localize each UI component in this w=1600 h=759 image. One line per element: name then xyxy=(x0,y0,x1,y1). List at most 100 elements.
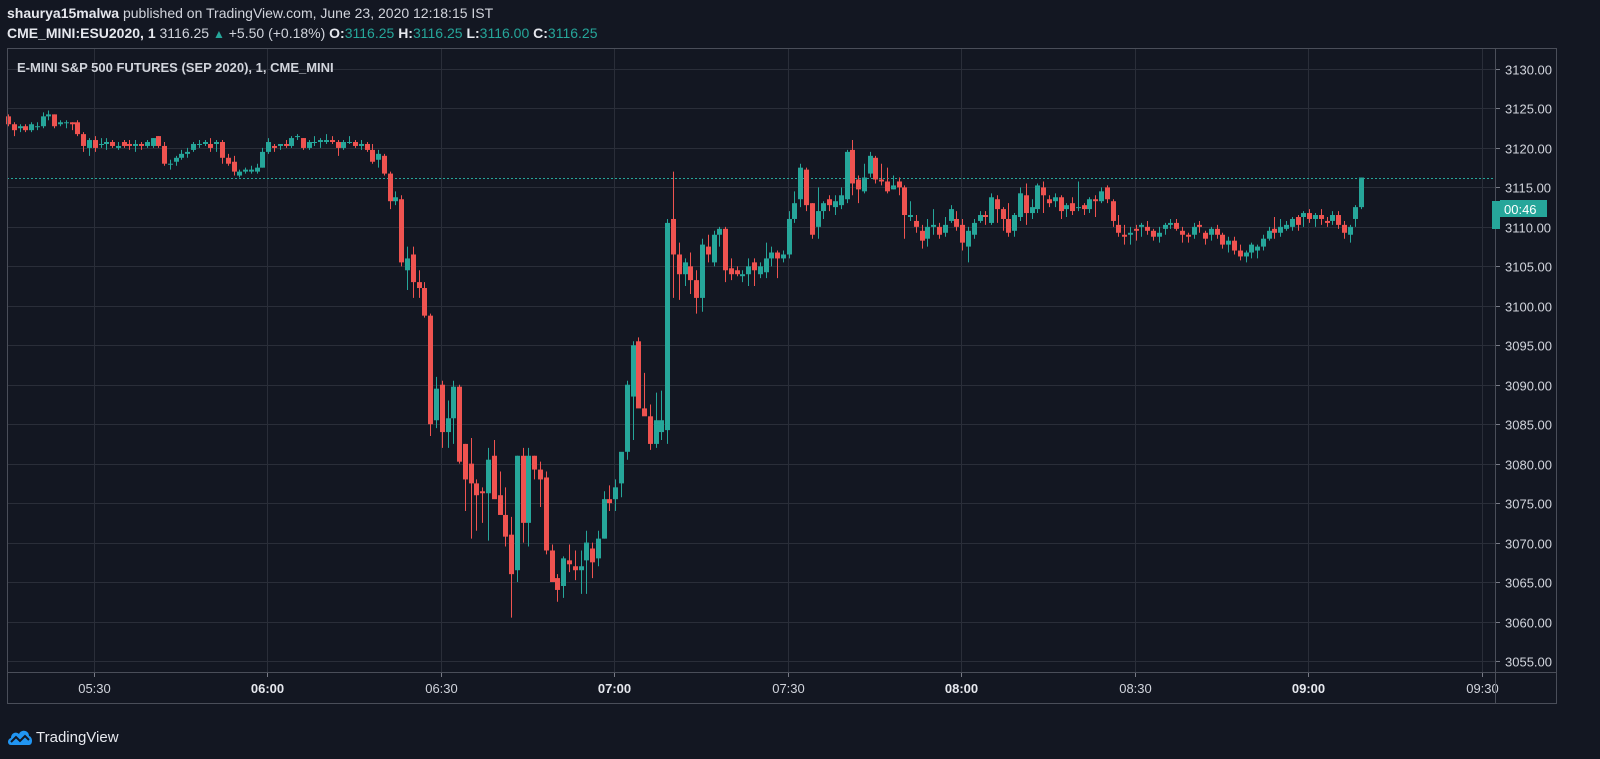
candle-down xyxy=(1006,218,1011,233)
candle-up xyxy=(168,163,173,165)
close-value: 3116.25 xyxy=(547,25,598,41)
candle-up xyxy=(868,155,873,174)
candle-down xyxy=(469,463,474,484)
candle-down xyxy=(1116,224,1121,233)
candle-up xyxy=(145,142,150,146)
candle-down xyxy=(960,224,965,243)
candle-up xyxy=(839,195,844,206)
candle-up xyxy=(104,142,109,144)
candle-down xyxy=(220,142,225,158)
candle-down xyxy=(1001,209,1006,219)
candle-up xyxy=(133,143,138,146)
candle-up xyxy=(255,167,260,172)
candle-down xyxy=(428,315,433,425)
candle-up xyxy=(318,140,323,143)
candle-down xyxy=(1220,234,1225,245)
time-tick-label: 09:00 xyxy=(1292,681,1325,696)
candle-up xyxy=(1053,197,1058,202)
price-tick-label: 3055.00 xyxy=(1505,655,1552,670)
candle-down xyxy=(573,566,578,571)
candle-up xyxy=(295,136,300,138)
candle-up xyxy=(1128,232,1133,235)
candle-down xyxy=(995,199,1000,210)
candle-up xyxy=(376,153,381,160)
candle-down xyxy=(440,384,445,433)
candle-up xyxy=(717,228,722,235)
candle-down xyxy=(1134,228,1139,231)
price-tick-label: 3125.00 xyxy=(1505,102,1552,117)
candle-down xyxy=(52,114,57,127)
candle-up xyxy=(654,420,659,444)
candle-down xyxy=(706,246,711,255)
candle-down xyxy=(1059,197,1064,212)
candle-up xyxy=(631,345,636,397)
candle-down xyxy=(567,560,572,565)
candle-down xyxy=(1272,228,1277,233)
candle-up xyxy=(613,487,618,500)
candle-up xyxy=(29,124,34,131)
candle-up xyxy=(989,197,994,223)
high-value: 3116.25 xyxy=(412,25,463,41)
price-tick-label: 3120.00 xyxy=(1505,142,1552,157)
candle-up xyxy=(486,459,491,494)
time-tick-label: 07:30 xyxy=(772,681,805,696)
candle-up xyxy=(1099,191,1104,202)
tradingview-logo[interactable]: TradingView xyxy=(7,728,119,746)
candle-down xyxy=(1047,199,1052,204)
candle-down xyxy=(6,116,11,125)
candle-down xyxy=(1105,187,1110,200)
candle-up xyxy=(278,143,283,146)
candle-down xyxy=(382,155,387,174)
candle-up xyxy=(1192,226,1197,235)
candle-down xyxy=(642,408,647,417)
candle-up xyxy=(324,140,329,143)
candle-down xyxy=(1296,216,1301,225)
candle-up xyxy=(972,222,977,235)
candle-down xyxy=(544,477,549,551)
candle-up xyxy=(203,142,208,144)
up-arrow-icon: ▲ xyxy=(212,27,225,41)
candle-down xyxy=(411,254,416,283)
price-tick-label: 3075.00 xyxy=(1505,497,1552,512)
candle-up xyxy=(1301,213,1306,217)
chart-frame xyxy=(7,48,1557,704)
candle-down xyxy=(1307,213,1312,219)
candle-down xyxy=(1203,232,1208,239)
candle-up xyxy=(683,262,688,275)
chart-title: E-MINI S&P 500 FUTURES (SEP 2020), 1, CM… xyxy=(17,60,334,75)
candle-up xyxy=(1359,177,1364,208)
candle-down xyxy=(1232,240,1237,251)
symbol-label: CME_MINI:ESU2020, 1 xyxy=(7,25,156,41)
candle-down xyxy=(636,341,641,409)
candle-down xyxy=(284,143,289,146)
price-tick-label: 3115.00 xyxy=(1505,181,1551,196)
price-tick-label: 3065.00 xyxy=(1505,576,1552,591)
candle-up xyxy=(769,252,774,259)
candle-up xyxy=(949,209,954,221)
chart-axes[interactable]: 3130.00 3125.00 3120.00 3115.00 3110.00 3105.… xyxy=(7,48,1557,704)
candle-down xyxy=(208,143,213,148)
candle-up xyxy=(260,151,265,168)
candle-down xyxy=(1186,234,1191,237)
candle-down xyxy=(1111,201,1116,221)
candle-down xyxy=(1325,220,1330,223)
candle-down xyxy=(93,140,98,148)
high-label: H: xyxy=(398,25,413,41)
candle-down xyxy=(729,268,734,275)
candle-up xyxy=(214,142,219,144)
publish-info: shaurya15malwa published on TradingView.… xyxy=(7,5,493,21)
candle-up xyxy=(249,169,254,172)
chart-grid xyxy=(7,48,1495,672)
low-label: L: xyxy=(466,25,480,41)
candle-up xyxy=(1290,218,1295,227)
candle-up xyxy=(1168,222,1173,225)
candle-up xyxy=(1267,230,1272,239)
candle-up xyxy=(561,558,566,586)
candle-up xyxy=(185,151,190,154)
candle-up xyxy=(446,418,451,433)
candle-up xyxy=(740,274,745,277)
candle-down xyxy=(336,142,341,148)
candle-down xyxy=(353,142,358,146)
candle-down xyxy=(463,443,468,480)
